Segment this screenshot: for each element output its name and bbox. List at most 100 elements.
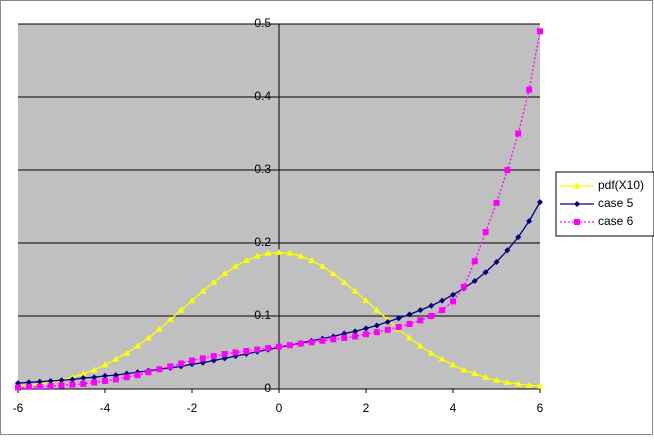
- marker: [449, 361, 457, 368]
- x-tick-label: 2: [363, 401, 370, 415]
- marker: [319, 337, 326, 344]
- marker: [221, 270, 229, 277]
- marker: [493, 376, 500, 383]
- marker: [406, 311, 413, 318]
- marker: [493, 199, 500, 206]
- marker: [102, 372, 108, 379]
- marker: [243, 348, 250, 355]
- marker: [101, 361, 109, 368]
- marker: [515, 130, 522, 137]
- marker: [340, 278, 348, 285]
- marker: [112, 376, 119, 383]
- marker: [525, 381, 533, 388]
- legend-marker: [573, 182, 581, 189]
- marker: [384, 326, 391, 333]
- marker: [177, 306, 185, 313]
- marker: [264, 249, 272, 256]
- marker: [438, 355, 446, 362]
- marker: [428, 302, 435, 309]
- marker: [503, 378, 511, 385]
- marker: [471, 370, 479, 377]
- legend-label: case 6: [598, 214, 634, 228]
- marker: [427, 349, 435, 356]
- marker: [460, 366, 468, 373]
- legend-marker: [574, 201, 580, 207]
- marker: [91, 374, 98, 381]
- marker: [253, 252, 261, 259]
- marker: [493, 258, 500, 265]
- marker: [416, 342, 424, 349]
- marker: [514, 380, 522, 387]
- marker: [166, 316, 174, 323]
- marker: [504, 167, 511, 173]
- marker: [471, 258, 478, 265]
- y-tick-label: 0.5: [254, 16, 271, 30]
- x-tick-label: 6: [537, 401, 544, 415]
- x-tick-label: -4: [100, 401, 111, 415]
- marker: [351, 287, 359, 294]
- marker: [210, 278, 218, 285]
- marker: [417, 317, 424, 324]
- marker: [537, 199, 543, 206]
- marker: [221, 350, 228, 357]
- marker: [537, 28, 543, 35]
- marker: [156, 366, 163, 373]
- marker: [199, 287, 207, 294]
- marker: [428, 313, 435, 319]
- marker: [384, 318, 391, 325]
- marker: [80, 380, 87, 387]
- y-tick-label: 0: [264, 381, 271, 395]
- marker: [69, 381, 76, 388]
- legend-marker: [574, 219, 580, 225]
- marker: [36, 383, 43, 390]
- marker: [112, 355, 120, 362]
- marker: [526, 218, 533, 225]
- marker: [254, 346, 261, 353]
- marker: [373, 322, 380, 329]
- marker: [395, 323, 402, 330]
- marker: [482, 229, 489, 236]
- y-tick-label: 0.4: [254, 89, 271, 103]
- x-tick-label: -2: [187, 401, 198, 415]
- marker: [471, 277, 478, 284]
- marker: [319, 262, 326, 269]
- marker: [145, 369, 152, 376]
- x-tick-label: -6: [13, 401, 24, 415]
- marker: [265, 345, 272, 352]
- marker: [308, 339, 315, 346]
- marker: [341, 334, 348, 341]
- marker: [515, 234, 522, 241]
- x-tick-label: 4: [450, 401, 457, 415]
- marker: [15, 384, 21, 391]
- marker: [352, 328, 359, 335]
- marker: [58, 382, 65, 389]
- marker: [362, 297, 370, 304]
- marker: [91, 379, 98, 386]
- marker: [188, 297, 196, 304]
- marker: [189, 357, 195, 364]
- legend-label: case 5: [598, 196, 634, 210]
- marker: [504, 247, 511, 254]
- marker: [80, 375, 87, 382]
- marker: [297, 340, 304, 347]
- marker: [275, 248, 283, 255]
- marker: [199, 355, 206, 362]
- y-tick-label: 0.3: [254, 162, 271, 176]
- marker: [417, 307, 424, 314]
- marker: [482, 373, 490, 380]
- marker: [58, 377, 65, 384]
- marker: [232, 349, 239, 356]
- marker: [439, 297, 446, 304]
- marker: [482, 269, 489, 276]
- marker: [363, 325, 369, 332]
- marker: [406, 334, 413, 341]
- marker: [102, 377, 108, 384]
- marker: [232, 262, 239, 269]
- marker: [352, 333, 359, 340]
- marker: [25, 383, 32, 390]
- marker: [330, 336, 337, 343]
- marker: [373, 329, 380, 336]
- marker: [47, 383, 54, 390]
- marker: [460, 283, 467, 290]
